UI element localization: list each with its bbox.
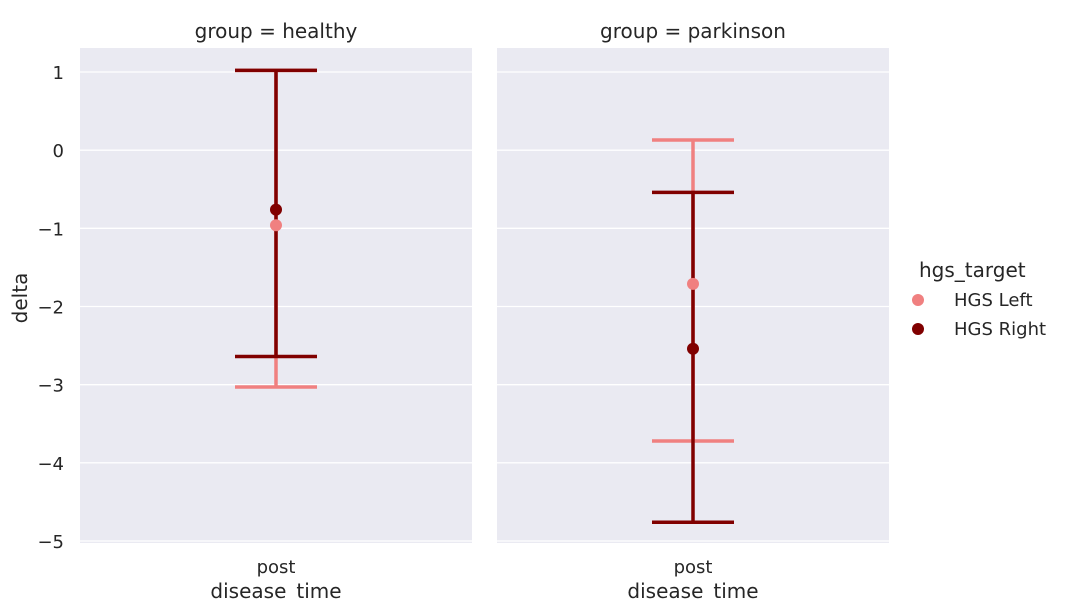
- data-point-hgs-left: [270, 219, 282, 232]
- y-tick-label: 0: [53, 141, 64, 162]
- y-tick-label: −5: [37, 532, 64, 553]
- x-axis-label: disease_time: [210, 579, 341, 600]
- y-tick-label: −4: [37, 454, 64, 475]
- panel-title: group = healthy: [195, 19, 358, 43]
- legend-marker-hgs-right: [912, 323, 924, 335]
- y-axis-label: delta: [8, 273, 32, 324]
- legend-label: HGS Right: [954, 319, 1046, 340]
- x-tick-label: post: [257, 557, 296, 578]
- x-tick-label: post: [674, 557, 713, 578]
- panel-title: group = parkinson: [600, 19, 786, 43]
- legend-label: HGS Left: [954, 290, 1033, 311]
- data-point-hgs-right: [270, 203, 282, 216]
- y-tick-label: 1: [53, 63, 64, 84]
- data-point-hgs-right: [687, 342, 699, 355]
- legend-marker-hgs-left: [912, 294, 924, 306]
- y-tick-label: −1: [37, 219, 64, 240]
- data-point-hgs-left: [687, 277, 699, 290]
- legend-title: hgs_target: [919, 258, 1026, 282]
- y-tick-label: −2: [37, 298, 64, 319]
- y-tick-label: −3: [37, 376, 64, 397]
- x-axis-label: disease_time: [627, 579, 758, 600]
